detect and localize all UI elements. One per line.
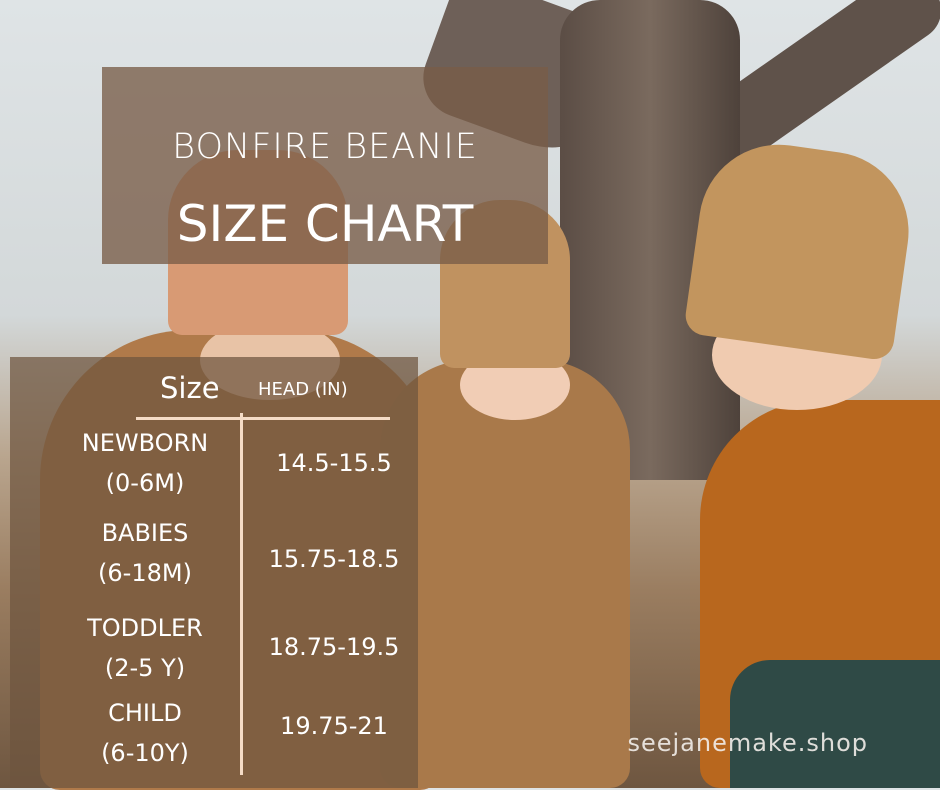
size-range: (6-10Y) (101, 739, 189, 767)
title-line2: SIZE CHART (176, 195, 474, 253)
header-divider (136, 417, 390, 420)
table-row-size: BABIES (6-18M) (50, 513, 240, 593)
watermark: seejanemake.shop (627, 729, 868, 757)
boy-pants (730, 660, 940, 788)
table-row-size: NEWBORN (0-6M) (50, 423, 240, 503)
header-head: HEAD (IN) (258, 379, 348, 400)
title-line1: BONFIRE BEANIE (172, 127, 478, 167)
size-name: CHILD (108, 699, 182, 727)
size-range: (6-18M) (98, 559, 192, 587)
column-divider (240, 413, 243, 775)
size-name: NEWBORN (81, 429, 209, 457)
table-row-head: 15.75-18.5 (268, 545, 400, 573)
toddler-figure (380, 360, 630, 788)
table-row-head: 14.5-15.5 (276, 449, 392, 477)
size-name: TODDLER (87, 614, 203, 642)
table-row-head: 19.75-21 (280, 712, 388, 740)
header-size: Size (160, 371, 220, 405)
table-row-head: 18.75-19.5 (268, 633, 400, 661)
size-name: BABIES (101, 519, 189, 547)
size-range: (2-5 Y) (104, 654, 186, 682)
table-row-size: CHILD (6-10Y) (50, 693, 240, 773)
table-row-size: TODDLER (2-5 Y) (50, 608, 240, 688)
title-panel: BONFIRE BEANIE SIZE CHART (102, 67, 548, 264)
size-range: (0-6M) (105, 469, 185, 497)
size-table: Size HEAD (IN) NEWBORN (0-6M) 14.5-15.5 B… (10, 357, 418, 788)
